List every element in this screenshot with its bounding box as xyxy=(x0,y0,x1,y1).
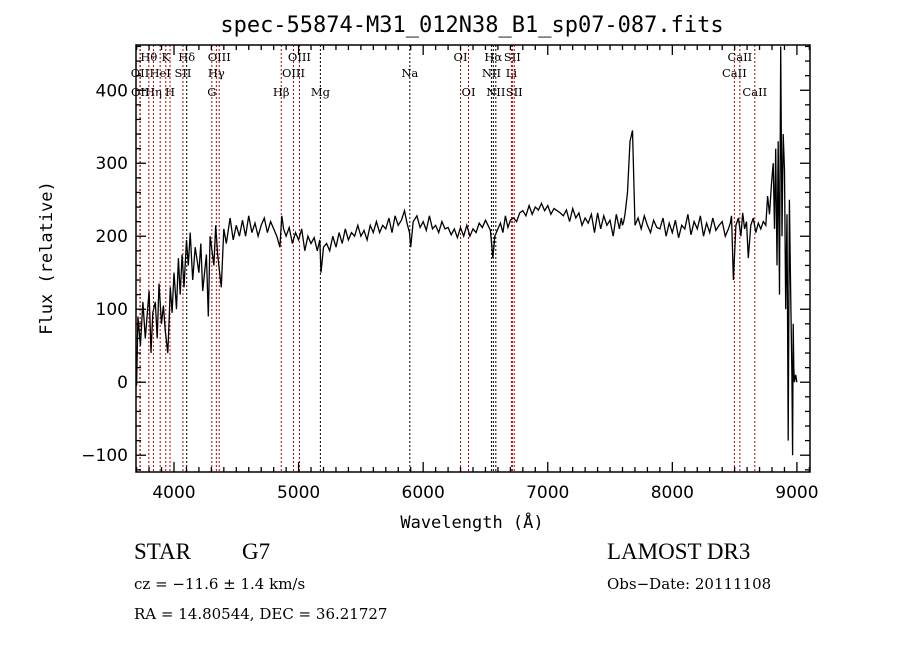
y-tick-label: −100 xyxy=(81,446,128,466)
plot-frame xyxy=(135,44,811,473)
y-tick-label: 100 xyxy=(96,300,128,320)
line-label: SII xyxy=(174,66,191,80)
line-label: H xyxy=(165,85,175,99)
line-label: CaII xyxy=(742,85,767,99)
line-label: OII xyxy=(131,66,150,80)
observation-date: Obs−Date: 20111108 xyxy=(607,575,771,593)
spectrum-line xyxy=(136,46,798,456)
line-label: OIII xyxy=(288,50,311,64)
line-label: OI xyxy=(454,50,468,64)
line-label: OIII xyxy=(282,66,305,80)
line-label: OIII xyxy=(208,50,231,64)
y-tick-label: 300 xyxy=(96,154,128,174)
line-label: G xyxy=(207,85,216,99)
line-label: Hη xyxy=(145,85,162,99)
y-tick-label: 400 xyxy=(96,81,128,101)
line-label: Hθ xyxy=(140,50,157,64)
object-class: STAR xyxy=(134,539,192,564)
spectrum-series xyxy=(136,46,798,456)
line-label: Hγ xyxy=(208,66,225,80)
line-label: CaII xyxy=(727,50,752,64)
line-label: Hα xyxy=(484,50,502,64)
survey-name: LAMOST DR3 xyxy=(607,539,750,564)
coordinates: RA = 14.80544, DEC = 36.21727 xyxy=(134,605,387,623)
line-label: NII xyxy=(482,66,501,80)
redshift-velocity: cz = −11.6 ± 1.4 km/s xyxy=(134,575,305,593)
line-label: HeI xyxy=(149,66,170,80)
x-axis-label: Wavelength (Å) xyxy=(400,511,543,533)
x-tick-label: 4000 xyxy=(152,483,195,503)
x-tick-label: 9000 xyxy=(775,483,818,503)
x-tick-label: 8000 xyxy=(651,483,694,503)
line-label: SII xyxy=(504,50,521,64)
spectral-line-markers xyxy=(139,45,756,472)
object-subclass: G7 xyxy=(242,539,270,564)
line-label: K xyxy=(161,50,170,64)
line-label: Mg xyxy=(311,85,331,99)
tick-labels: 4000 5000 6000 7000 8000 9000 −100 0 100 200 300 40… xyxy=(81,81,818,503)
line-label: Hδ xyxy=(178,50,195,64)
line-label: Hβ xyxy=(273,85,290,99)
x-tick-label: 5000 xyxy=(277,483,320,503)
line-label: OI xyxy=(462,85,476,99)
line-label: CaII xyxy=(722,66,747,80)
line-label: Na xyxy=(401,66,418,80)
y-tick-label: 0 xyxy=(117,373,128,393)
line-label: NII xyxy=(486,85,505,99)
axis-ticks xyxy=(135,45,811,472)
chart-title: spec-55874-M31_012N38_B1_sp07-087.fits xyxy=(220,13,723,38)
line-label: Li xyxy=(506,66,518,80)
y-tick-label: 200 xyxy=(96,227,128,247)
line-label: SII xyxy=(506,85,523,99)
x-tick-label: 6000 xyxy=(402,483,445,503)
y-axis-label: Flux (relative) xyxy=(37,181,57,335)
x-tick-label: 7000 xyxy=(526,483,569,503)
